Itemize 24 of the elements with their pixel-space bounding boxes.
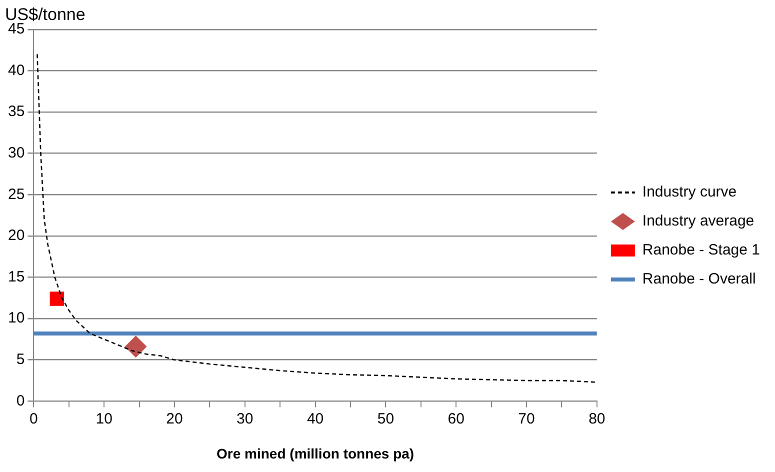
legend-label: Ranobe - Overall xyxy=(642,270,756,288)
legend-label: Ranobe - Stage 1 xyxy=(642,242,760,259)
x-tick-label: 80 xyxy=(588,410,606,428)
y-tick-label: 15 xyxy=(8,268,25,286)
x-tick-label: 40 xyxy=(306,410,324,428)
legend-label: Industry average xyxy=(642,212,754,230)
y-tick-label: 0 xyxy=(16,392,25,410)
x-tick-label: 50 xyxy=(377,410,394,428)
legend-label: Industry curve xyxy=(642,184,737,201)
x-tick-label: 30 xyxy=(236,410,254,428)
x-tick-label: 0 xyxy=(30,410,38,428)
x-tick-label: 20 xyxy=(166,410,183,428)
y-tick-label: 20 xyxy=(8,227,25,244)
x-tick-label: 10 xyxy=(96,410,112,428)
y-tick-label: 30 xyxy=(8,144,25,162)
y-tick-label: 25 xyxy=(8,186,25,203)
x-tick-label: 60 xyxy=(448,410,464,428)
y-tick-label: 35 xyxy=(8,103,25,120)
x-tick-label: 70 xyxy=(518,410,535,428)
x-axis-title: Ore mined (million tonnes pa) xyxy=(216,445,414,462)
y-tick-label: 40 xyxy=(8,62,25,79)
y-tick-label: 5 xyxy=(16,351,25,368)
y-tick-label: 10 xyxy=(8,310,25,327)
line-series xyxy=(36,54,597,383)
